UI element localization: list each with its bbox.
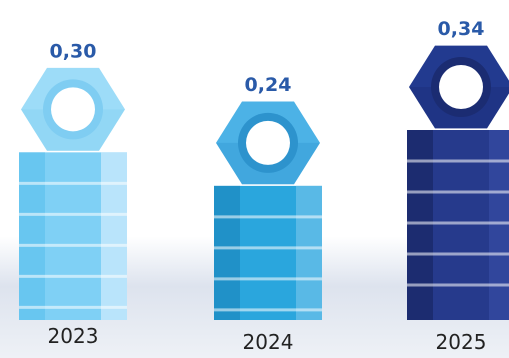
hex-nut-hole-2023 xyxy=(51,87,95,132)
bar-segment-line-2025 xyxy=(407,221,509,225)
bar-segment-line-2025 xyxy=(407,159,509,163)
value-label-2024: 0,24 xyxy=(245,74,292,96)
bar-shade-right-2025 xyxy=(489,130,509,320)
bar-shade-left-2025 xyxy=(407,130,433,320)
bar-segment-line-2024 xyxy=(214,277,322,281)
bar-segment-line-2023 xyxy=(19,274,127,278)
bar-segment-line-2025 xyxy=(407,252,509,256)
bars-layer: 0,30 2023 0,24 2024 0,34 2025 xyxy=(19,18,509,354)
category-label-2023: 2023 xyxy=(48,324,99,348)
bar-segment-line-2023 xyxy=(19,305,127,309)
category-label-2024: 2024 xyxy=(243,330,294,354)
bar-shade-left-2024 xyxy=(214,185,240,320)
bar-segment-line-2023 xyxy=(19,243,127,247)
value-label-2025: 0,34 xyxy=(438,18,485,40)
bar-segment-line-2024 xyxy=(214,308,322,312)
bar-segment-line-2024 xyxy=(214,246,322,250)
bar-shade-right-2023 xyxy=(101,152,127,320)
bar-segment-line-2023 xyxy=(19,212,127,216)
category-label-2025: 2025 xyxy=(436,330,487,354)
hex-nut-hole-2025 xyxy=(439,65,483,109)
hex-nut-hole-2024 xyxy=(246,120,290,165)
bar-segment-line-2024 xyxy=(214,215,322,219)
bar-segment-line-2023 xyxy=(19,181,127,185)
bar-segment-line-2025 xyxy=(407,283,509,287)
bar-segment-line-2025 xyxy=(407,190,509,194)
bar-shade-left-2023 xyxy=(19,152,45,320)
value-label-2023: 0,30 xyxy=(50,40,97,62)
bar-shade-right-2024 xyxy=(296,185,322,320)
